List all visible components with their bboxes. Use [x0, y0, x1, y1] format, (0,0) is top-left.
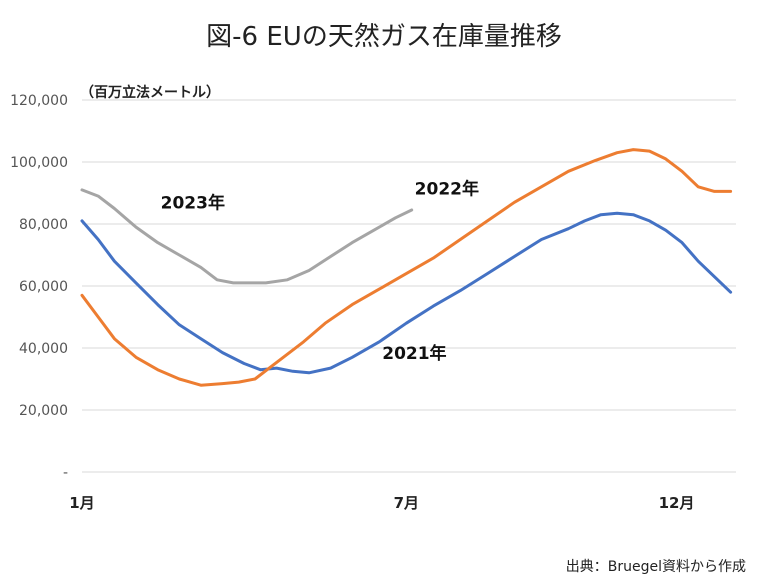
series-label: 2021年 — [382, 343, 446, 364]
x-tick-label: 7月 — [394, 494, 419, 512]
series-line — [80, 211, 733, 375]
series-label: 2023年 — [161, 193, 225, 214]
series-line — [80, 148, 733, 387]
y-tick-label: 100,000 — [10, 155, 68, 171]
x-tick-label: 1月 — [69, 494, 94, 512]
y-tick-label: 60,000 — [19, 279, 68, 295]
x-tick-label: 12月 — [659, 494, 695, 512]
series-line — [80, 188, 414, 285]
source-note: 出典：Bruegel資料から作成 — [565, 559, 746, 575]
x-axis-ticks: 1月 7月 12月 — [69, 494, 694, 512]
y-axis-ticks: - 20,000 40,000 60,000 80,000 100,000 120,000 — [10, 93, 68, 481]
unit-label: （百万立法メートル） — [80, 85, 220, 101]
series-label: 2022年 — [415, 179, 479, 200]
grid-lines — [82, 99, 736, 473]
series-lines — [80, 148, 733, 387]
y-tick-label: 40,000 — [19, 341, 68, 357]
series-labels: 2021年 2022年 2023年 — [161, 179, 479, 364]
y-tick-label: 80,000 — [19, 217, 68, 233]
chart-title: 図-6 EUの天然ガス在庫量推移 — [206, 22, 562, 52]
y-tick-label: 20,000 — [19, 403, 68, 419]
y-tick-label: 120,000 — [10, 93, 68, 109]
y-tick-label: - — [63, 465, 68, 481]
